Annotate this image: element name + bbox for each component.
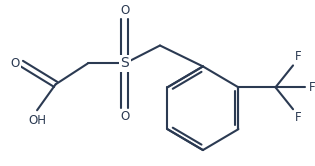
Text: O: O — [10, 57, 20, 70]
Text: O: O — [120, 110, 129, 123]
Text: F: F — [295, 111, 302, 124]
Text: F: F — [309, 81, 315, 94]
Text: F: F — [295, 50, 302, 63]
Text: S: S — [121, 56, 129, 70]
Text: O: O — [120, 4, 129, 17]
Text: OH: OH — [28, 114, 46, 127]
